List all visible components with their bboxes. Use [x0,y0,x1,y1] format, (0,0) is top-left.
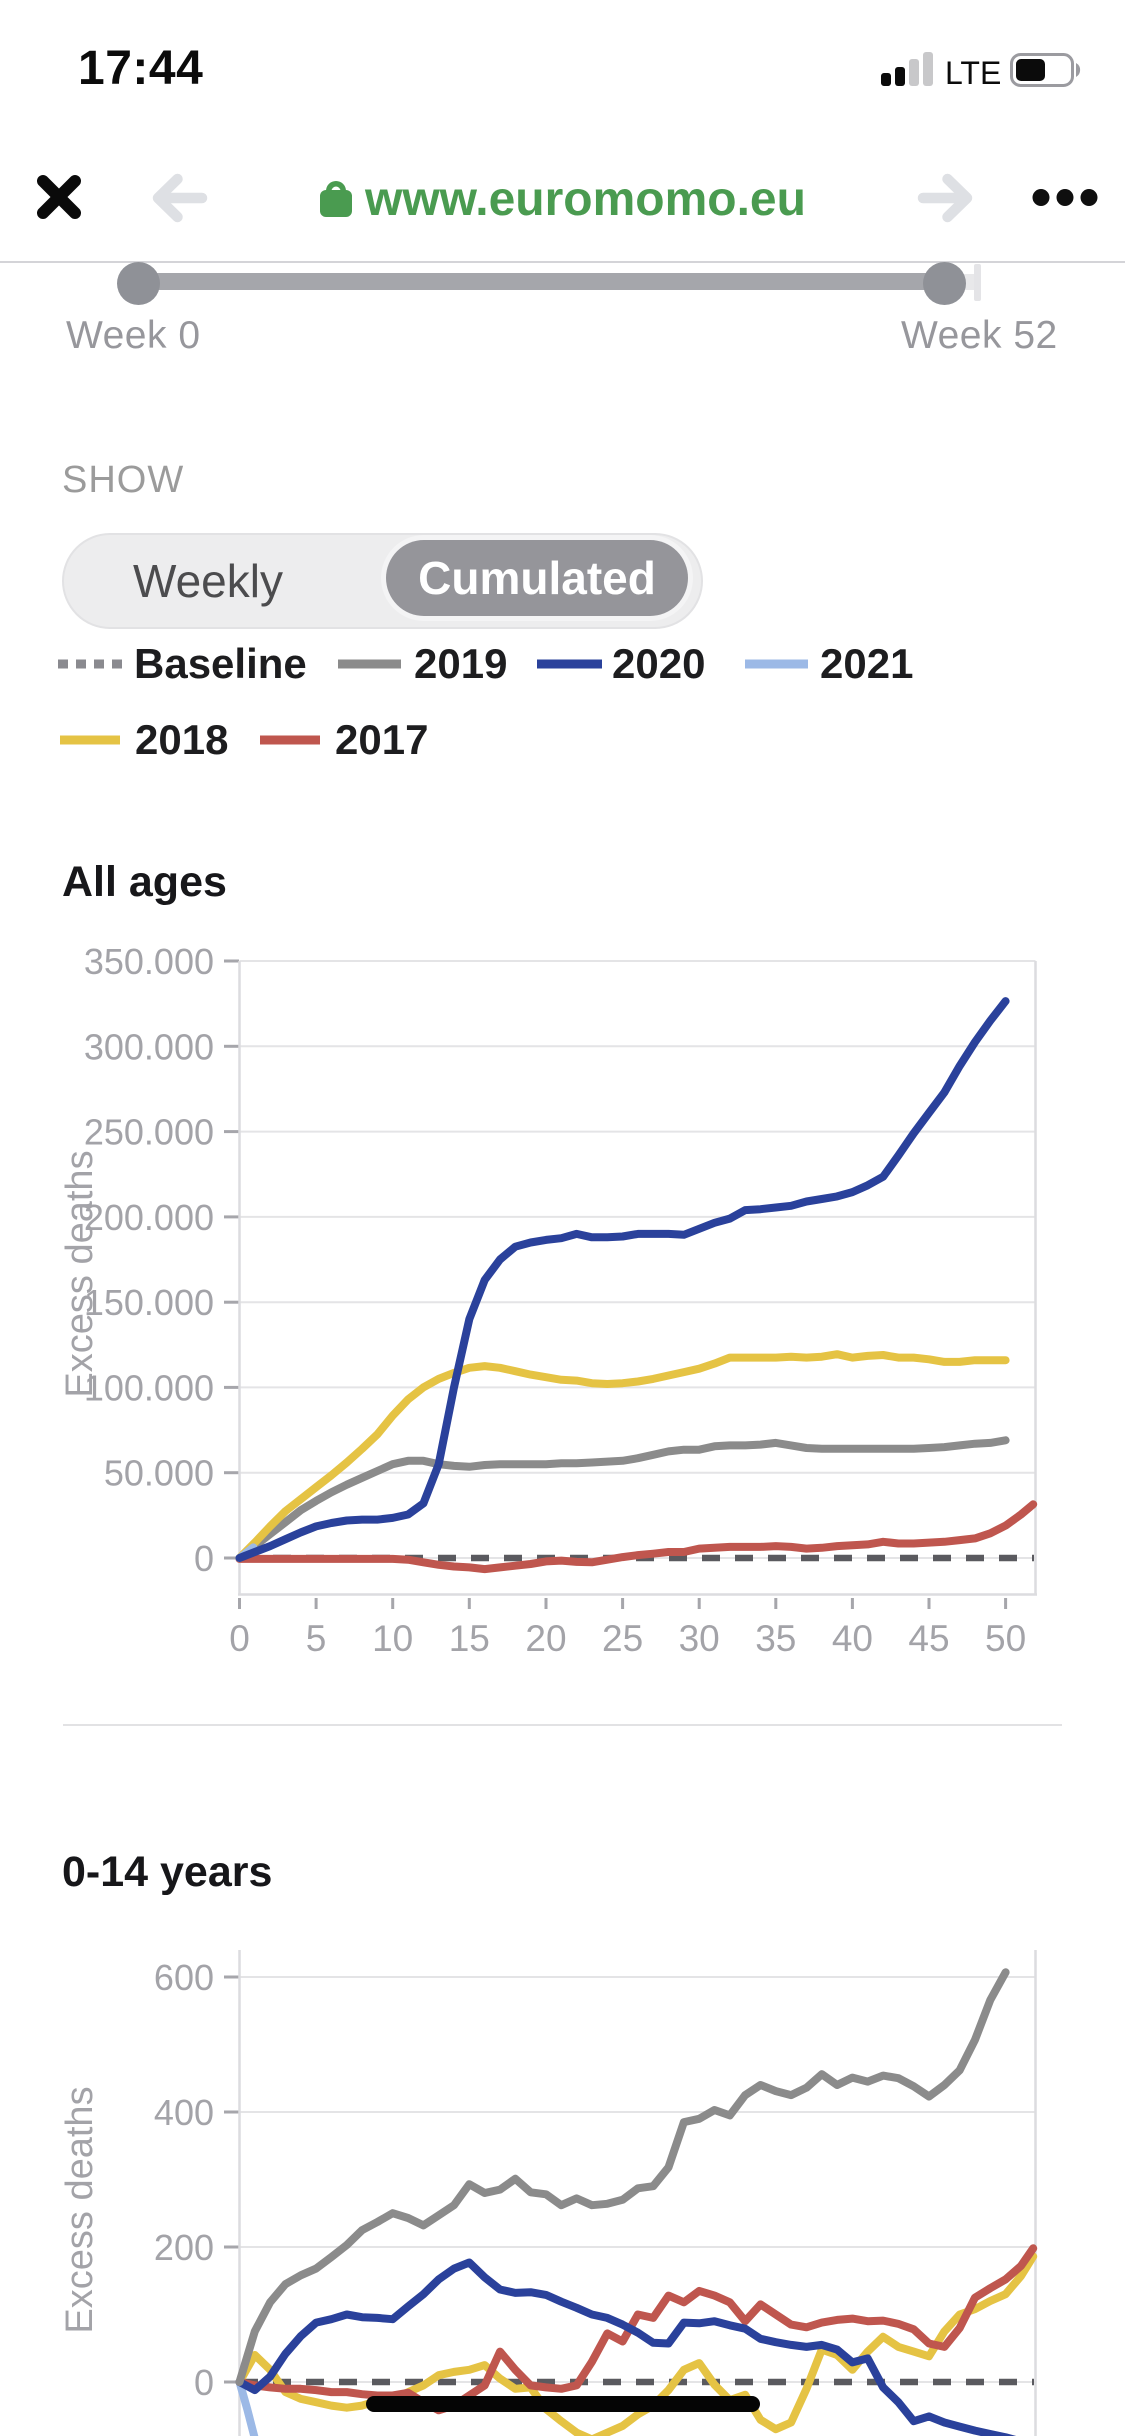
svg-text:0: 0 [194,2362,214,2403]
svg-text:40: 40 [832,1618,873,1659]
svg-text:300.000: 300.000 [84,1026,214,1067]
svg-text:200: 200 [154,2227,214,2268]
svg-text:45: 45 [908,1618,949,1659]
svg-text:2020: 2020 [612,640,705,687]
svg-text:10: 10 [372,1618,413,1659]
svg-text:2021: 2021 [820,640,913,687]
svg-text:Baseline: Baseline [134,640,307,687]
svg-text:25: 25 [602,1618,643,1659]
svg-text:www.euromomo.eu: www.euromomo.eu [364,173,806,226]
svg-text:LTE: LTE [945,55,1001,91]
svg-text:600: 600 [154,1957,214,1998]
svg-text:50: 50 [985,1618,1026,1659]
svg-text:35: 35 [755,1618,796,1659]
svg-text:50.000: 50.000 [104,1453,214,1494]
svg-text:30: 30 [679,1618,720,1659]
svg-text:5: 5 [306,1618,327,1659]
svg-text:15: 15 [449,1618,490,1659]
svg-text:2019: 2019 [414,640,507,687]
svg-text:0: 0 [194,1538,214,1579]
svg-text:2017: 2017 [335,716,428,763]
svg-text:2018: 2018 [135,716,228,763]
svg-text:Excess deaths: Excess deaths [59,1150,101,1397]
svg-text:20: 20 [525,1618,566,1659]
svg-text:0: 0 [229,1618,250,1659]
svg-text:350.000: 350.000 [84,941,214,982]
svg-text:400: 400 [154,2092,214,2133]
svg-text:250.000: 250.000 [84,1112,214,1153]
svg-text:200.000: 200.000 [84,1197,214,1238]
svg-text:100.000: 100.000 [84,1367,214,1408]
svg-text:Excess deaths: Excess deaths [59,2086,101,2333]
svg-text:150.000: 150.000 [84,1282,214,1323]
